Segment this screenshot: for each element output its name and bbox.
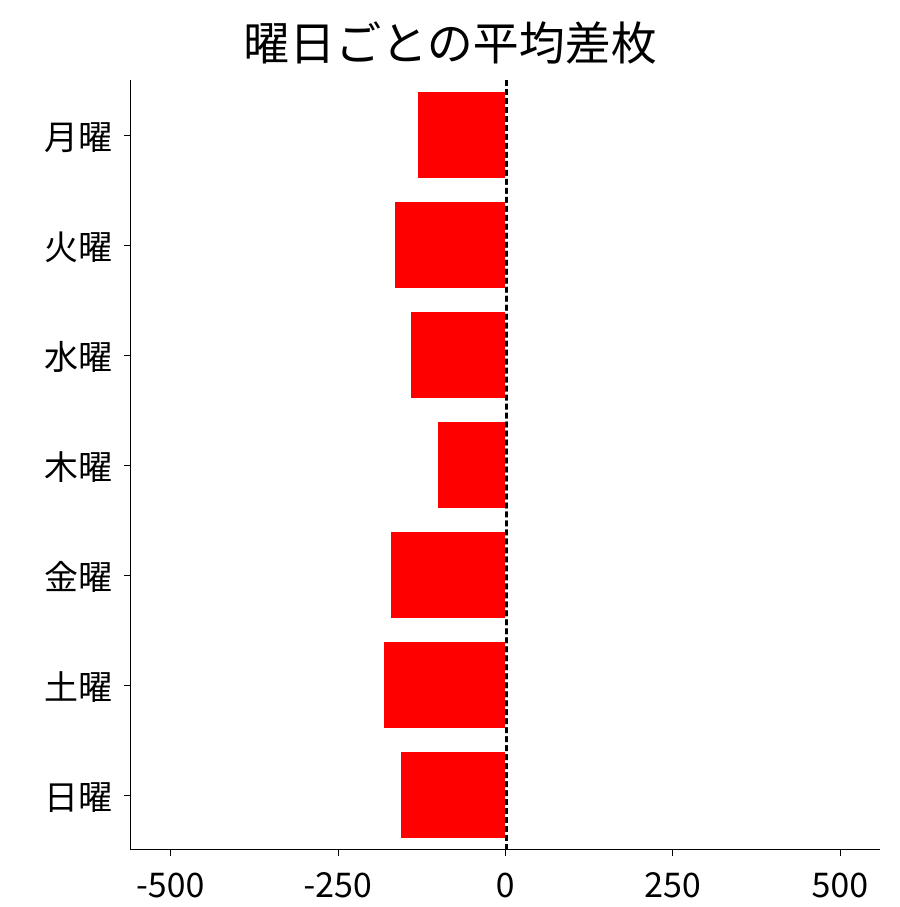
y-tick-label: 土曜 [0, 661, 112, 710]
y-tick-label: 火曜 [0, 221, 112, 270]
y-tick-label: 木曜 [0, 441, 112, 490]
y-tick [124, 685, 130, 686]
x-tick [672, 850, 673, 856]
y-tick-label: 金曜 [0, 551, 112, 600]
y-tick-label: 日曜 [0, 771, 112, 820]
plot-area [130, 80, 880, 850]
chart-title: 曜日ごとの平均差枚 [0, 8, 900, 74]
y-tick-label: 水曜 [0, 331, 112, 380]
bar [418, 92, 505, 178]
x-tick [840, 850, 841, 856]
bar [401, 752, 505, 838]
x-tick [505, 850, 506, 856]
bar [384, 642, 505, 728]
y-tick [124, 245, 130, 246]
zero-reference-line [505, 80, 508, 850]
y-tick [124, 135, 130, 136]
bar [411, 312, 505, 398]
bar [438, 422, 505, 508]
bar [391, 532, 505, 618]
x-tick [338, 850, 339, 856]
y-tick [124, 575, 130, 576]
y-tick-label: 月曜 [0, 111, 112, 160]
x-tick [170, 850, 171, 856]
y-tick [124, 795, 130, 796]
bar [395, 202, 505, 288]
y-tick [124, 465, 130, 466]
y-tick [124, 355, 130, 356]
